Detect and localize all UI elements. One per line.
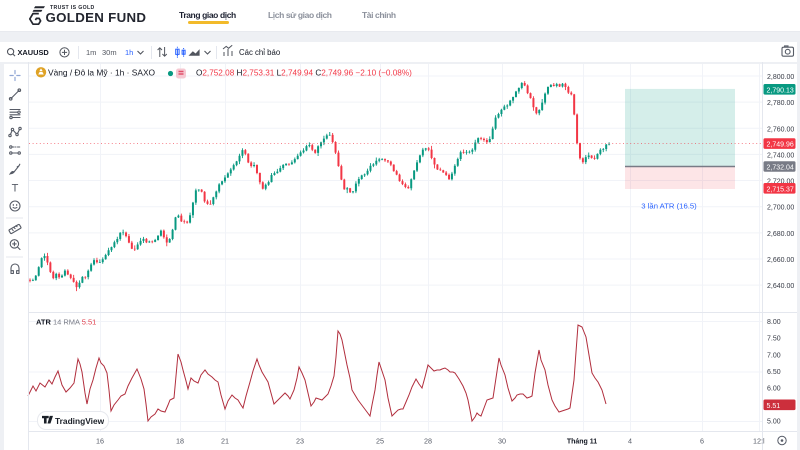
svg-text:2,680.00: 2,680.00 <box>767 231 794 238</box>
svg-text:6.00: 6.00 <box>767 386 781 393</box>
svg-text:2,732.04: 2,732.04 <box>767 165 794 172</box>
svg-text:Vàng / Đô la Mỹ · 1h · SAXO: Vàng / Đô la Mỹ · 1h · SAXO <box>48 68 156 78</box>
svg-text:4: 4 <box>628 437 632 446</box>
svg-text:T: T <box>12 183 19 195</box>
svg-text:2,660.00: 2,660.00 <box>767 257 794 264</box>
svg-text:3 lần ATR (16.5): 3 lần ATR (16.5) <box>641 202 697 211</box>
svg-text:6: 6 <box>700 437 704 446</box>
svg-text:Các chỉ báo: Các chỉ báo <box>239 48 281 57</box>
svg-text:2,740.00: 2,740.00 <box>767 152 794 159</box>
svg-text:XAUUSD: XAUUSD <box>18 48 50 57</box>
svg-text:7.00: 7.00 <box>767 352 781 359</box>
svg-text:18: 18 <box>176 437 184 446</box>
svg-text:30: 30 <box>498 437 506 446</box>
svg-text:2,749.96: 2,749.96 <box>767 142 794 149</box>
svg-text:30m: 30m <box>102 48 117 57</box>
svg-text:TradingView: TradingView <box>55 415 104 425</box>
svg-text:1m: 1m <box>86 48 96 57</box>
svg-text:2,720.00: 2,720.00 <box>767 179 794 186</box>
svg-text:1h: 1h <box>125 48 133 57</box>
svg-text:21: 21 <box>221 437 229 446</box>
svg-text:ATR 14 RMA 5.51: ATR 14 RMA 5.51 <box>36 317 96 326</box>
svg-text:2,760.00: 2,760.00 <box>767 126 794 133</box>
svg-text:7.50: 7.50 <box>767 336 781 343</box>
svg-text:2,700.00: 2,700.00 <box>767 205 794 212</box>
svg-text:25: 25 <box>376 437 384 446</box>
svg-text:5.51: 5.51 <box>767 403 781 410</box>
svg-text:5.00: 5.00 <box>767 418 781 425</box>
svg-text:6.50: 6.50 <box>767 369 781 376</box>
svg-text:8.00: 8.00 <box>767 319 781 326</box>
svg-text:2,780.00: 2,780.00 <box>767 100 794 107</box>
svg-text:Tháng 11: Tháng 11 <box>567 439 597 446</box>
svg-text:23: 23 <box>296 437 304 446</box>
svg-text:2,715.37: 2,715.37 <box>767 186 794 193</box>
svg-text:2,640.00: 2,640.00 <box>767 283 794 290</box>
svg-text:12:l: 12:l <box>753 437 765 446</box>
svg-text:28: 28 <box>424 437 432 446</box>
svg-text:16: 16 <box>96 437 104 446</box>
svg-text:O2,752.08 H2,753.31 L2,749.94: O2,752.08 H2,753.31 L2,749.94 C2,749.96 … <box>196 69 412 78</box>
svg-text:2,800.00: 2,800.00 <box>767 74 794 81</box>
svg-text:2,790.13: 2,790.13 <box>767 87 794 94</box>
